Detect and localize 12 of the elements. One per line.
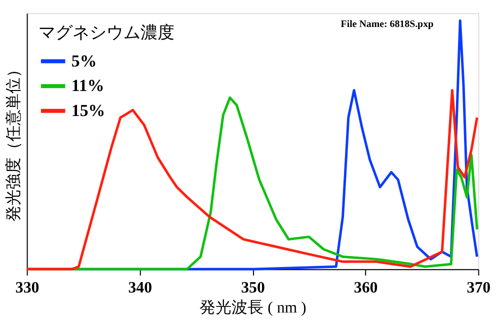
y-axis-title: 発光強度（任意単位） bbox=[4, 62, 22, 222]
x-tick-label: 360 bbox=[354, 279, 378, 296]
x-tick-label: 340 bbox=[128, 279, 152, 296]
annotation: File Name: 6818S.pxp bbox=[340, 19, 434, 30]
legend-title: マグネシウム濃度 bbox=[38, 22, 175, 42]
x-tick-label: 370 bbox=[466, 279, 491, 296]
legend-label: 15% bbox=[71, 100, 106, 120]
x-tick-label: 330 bbox=[15, 279, 40, 296]
legend-label: 11% bbox=[71, 76, 104, 96]
x-axis-title: 発光波長 ( nm ) bbox=[200, 298, 306, 316]
x-tick-label: 350 bbox=[241, 279, 265, 296]
legend-label: 5% bbox=[71, 51, 97, 70]
